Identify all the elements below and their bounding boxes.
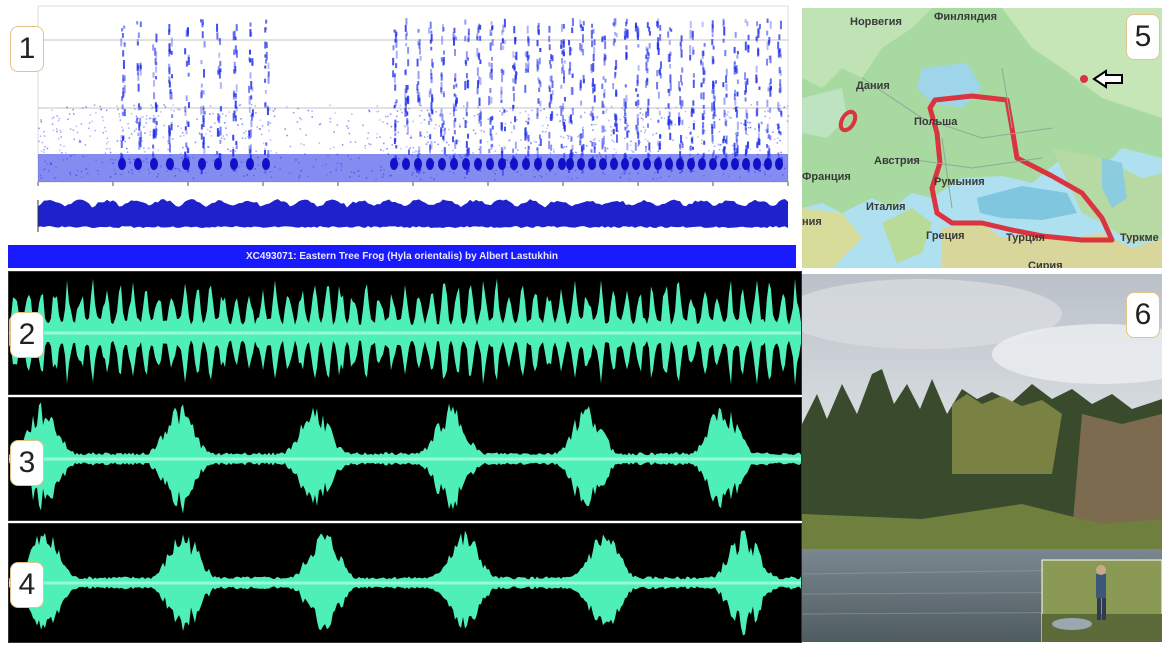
panel-number-3: 3 xyxy=(10,440,44,486)
map-label-norway: Норвегия xyxy=(850,16,902,28)
map-label-finland: Финляндия xyxy=(934,11,998,23)
map-label-syria: Сирия xyxy=(1028,260,1063,268)
waveform-panel-3 xyxy=(8,397,802,521)
map-label-romania: Румыния xyxy=(934,176,985,188)
map-label-greece: Греция xyxy=(926,230,965,242)
map-label-france: Франция xyxy=(802,171,851,183)
spectrogram-image xyxy=(37,5,790,232)
spectrogram-panel xyxy=(8,4,796,238)
map-label-poland: Польша xyxy=(914,116,958,128)
waveform-panel-4 xyxy=(8,523,802,643)
map-label-turkey: Турция xyxy=(1006,232,1045,244)
recording-title-banner: XC493071: Eastern Tree Frog (Hyla orient… xyxy=(8,245,796,268)
panel-number-1: 1 xyxy=(10,26,44,72)
map-label-turkmen: Туркме xyxy=(1120,232,1159,244)
panel-number-5: 5 xyxy=(1126,14,1160,60)
habitat-landscape xyxy=(802,274,1162,642)
range-map: Норвегия Финляндия Дания Польша Австрия … xyxy=(802,8,1162,268)
panel-number-4: 4 xyxy=(10,562,44,608)
map-terrain xyxy=(802,8,1162,268)
map-label-spain-partial: ния xyxy=(802,216,822,228)
map-label-italy: Италия xyxy=(866,201,906,213)
habitat-photo xyxy=(802,274,1162,642)
waveform-image xyxy=(9,278,801,386)
waveform-image xyxy=(9,530,801,636)
waveform-panel-2 xyxy=(8,271,802,395)
panel-number-6: 6 xyxy=(1126,292,1160,338)
panel-number-2: 2 xyxy=(10,312,44,358)
map-label-austria: Австрия xyxy=(874,155,920,167)
waveform-image xyxy=(9,402,801,514)
map-label-denmark: Дания xyxy=(856,80,890,92)
